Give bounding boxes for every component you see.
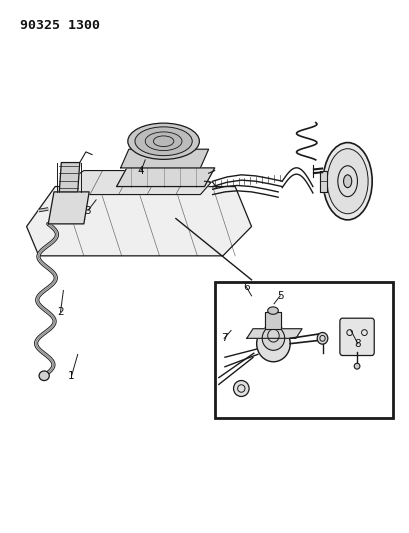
Polygon shape — [59, 163, 80, 192]
Polygon shape — [27, 187, 252, 256]
Text: 5: 5 — [277, 291, 283, 301]
Ellipse shape — [268, 307, 279, 314]
Polygon shape — [265, 312, 281, 329]
Text: 6: 6 — [243, 282, 249, 292]
Ellipse shape — [327, 149, 368, 214]
FancyBboxPatch shape — [340, 318, 374, 356]
Ellipse shape — [257, 326, 290, 362]
Text: 90325 1300: 90325 1300 — [20, 19, 101, 31]
Text: 8: 8 — [355, 339, 361, 349]
Ellipse shape — [135, 127, 192, 156]
Bar — [215, 282, 393, 418]
Ellipse shape — [128, 123, 200, 159]
Text: 2: 2 — [57, 307, 64, 317]
Ellipse shape — [317, 333, 328, 344]
Ellipse shape — [39, 371, 49, 381]
Text: 1: 1 — [68, 371, 75, 381]
Polygon shape — [247, 329, 302, 338]
Ellipse shape — [354, 364, 360, 369]
Ellipse shape — [145, 132, 182, 150]
Ellipse shape — [262, 326, 285, 350]
Text: 7: 7 — [221, 334, 227, 343]
Polygon shape — [48, 192, 89, 224]
Polygon shape — [320, 171, 327, 192]
Polygon shape — [117, 168, 215, 187]
Text: 3: 3 — [85, 206, 91, 215]
Ellipse shape — [344, 175, 352, 188]
Ellipse shape — [323, 142, 372, 220]
Ellipse shape — [234, 381, 249, 397]
Polygon shape — [121, 149, 209, 168]
Text: 4: 4 — [138, 166, 144, 175]
Polygon shape — [66, 171, 211, 195]
